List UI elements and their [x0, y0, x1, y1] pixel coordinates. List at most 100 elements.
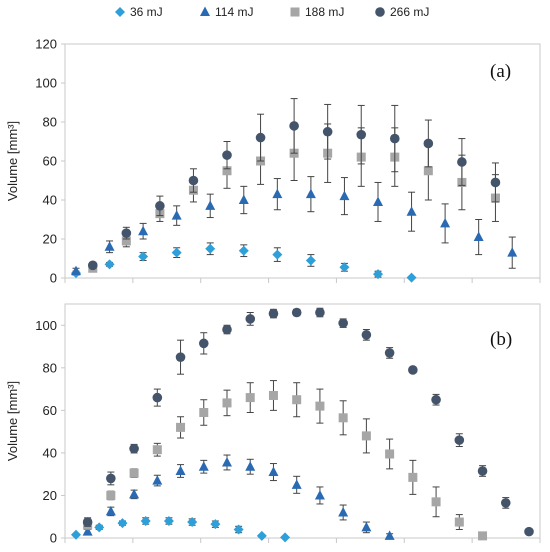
data-point: [129, 488, 140, 499]
data-point: [245, 461, 256, 471]
y-tick-label: 20: [43, 488, 57, 503]
data-point: [129, 443, 139, 454]
data-point: [87, 260, 98, 271]
data-point: [205, 243, 216, 254]
data-point: [222, 324, 232, 335]
panel-label: (a): [490, 61, 511, 82]
data-point: [198, 461, 209, 471]
y-axis-label: Volume [mm³]: [5, 121, 20, 201]
legend-marker: [290, 7, 300, 17]
data-point: [198, 338, 209, 349]
data-point: [473, 231, 484, 242]
data-point: [256, 530, 267, 541]
data-point: [187, 517, 198, 528]
data-point: [454, 435, 465, 445]
data-point: [233, 524, 244, 535]
data-point: [140, 515, 151, 526]
data-point: [291, 307, 302, 318]
data-point: [106, 473, 116, 484]
data-point: [152, 445, 162, 455]
data-point: [175, 465, 186, 475]
data-point: [138, 251, 149, 262]
y-tick-label: 0: [50, 271, 57, 286]
data-point: [188, 175, 199, 186]
y-axis-label: Volume [mm³]: [5, 381, 20, 461]
data-point: [255, 132, 266, 143]
data-point: [457, 157, 467, 167]
panel-a: 0 20 40 60 80 100 120 Volume [mm³] (a): [5, 37, 541, 286]
legend-item: 266 mJ: [375, 5, 429, 19]
data-point: [222, 398, 232, 408]
data-point: [408, 365, 418, 375]
data-point: [152, 392, 163, 403]
data-point: [406, 272, 417, 283]
data-point: [121, 228, 132, 238]
data-point: [338, 318, 348, 328]
legend-label: 266 mJ: [390, 5, 429, 19]
data-point: [440, 217, 451, 228]
data-point: [339, 190, 350, 201]
data-point: [384, 530, 395, 540]
y-tick-label: 40: [43, 193, 57, 208]
data-point: [507, 247, 518, 257]
data-point: [171, 210, 182, 220]
series-188-mj: [454, 514, 488, 541]
data-point: [210, 519, 221, 530]
y-tick-label: 60: [43, 154, 57, 169]
data-point: [117, 518, 128, 529]
data-point: [106, 490, 116, 500]
data-point: [82, 517, 93, 527]
y-tick-label: 40: [43, 445, 57, 460]
data-point: [222, 456, 232, 467]
data-point: [238, 245, 249, 256]
data-point: [245, 393, 255, 403]
series-36-mj: [71, 242, 417, 283]
legend-label: 36 mJ: [130, 5, 163, 19]
data-point: [384, 348, 395, 358]
data-point: [138, 225, 149, 236]
data-point: [478, 531, 488, 541]
data-point: [314, 489, 325, 500]
data-point: [94, 522, 105, 533]
data-point: [305, 188, 316, 199]
data-point: [291, 479, 302, 489]
legend: 36 mJ 114 mJ 188 mJ 266 mJ: [115, 5, 429, 19]
series-266-mj: [477, 465, 534, 537]
panel-label: (b): [490, 329, 512, 350]
y-tick-label: 20: [43, 232, 57, 247]
series-266-mj: [82, 307, 465, 527]
data-point: [268, 390, 278, 400]
data-point: [373, 269, 383, 280]
data-point: [361, 521, 372, 532]
data-point: [500, 498, 511, 508]
series-188-mj: [83, 380, 441, 530]
y-tick-label: 60: [43, 403, 57, 418]
data-point: [338, 506, 349, 517]
data-point: [152, 475, 163, 485]
legend-marker: [115, 7, 125, 17]
data-point: [356, 129, 367, 140]
data-point: [71, 529, 81, 540]
data-point: [104, 259, 115, 270]
data-point: [155, 201, 165, 211]
data-point: [406, 206, 417, 216]
data-point: [305, 255, 316, 266]
series-36-mj: [71, 515, 291, 543]
data-point: [423, 138, 434, 149]
data-point: [315, 401, 325, 411]
data-point: [238, 194, 249, 204]
data-point: [477, 466, 488, 476]
data-point: [373, 196, 383, 206]
data-point: [423, 166, 433, 176]
y-tick-label: 100: [35, 318, 57, 333]
data-point: [338, 413, 348, 423]
legend-marker: [375, 7, 385, 17]
data-point: [431, 394, 441, 405]
data-point: [222, 166, 232, 176]
data-point: [245, 314, 256, 324]
data-point: [268, 308, 279, 319]
data-point: [431, 497, 441, 507]
data-point: [454, 517, 464, 527]
legend-item: 36 mJ: [115, 5, 163, 19]
